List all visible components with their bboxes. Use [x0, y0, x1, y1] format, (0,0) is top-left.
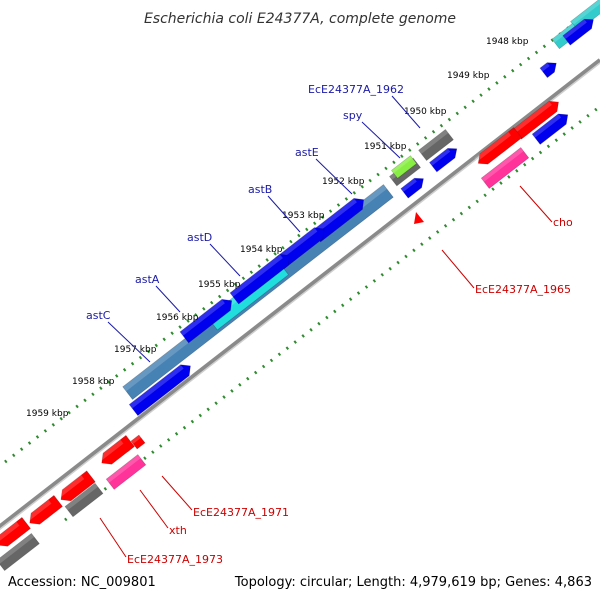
ruler-label: 1957 kbp	[114, 345, 157, 355]
cds-red-lower-4	[0, 517, 31, 547]
leader-line	[361, 121, 401, 159]
cds-red-lower-2	[56, 470, 96, 502]
ruler-label: 1956 kbp	[156, 313, 199, 323]
ruler-label: 1954 kbp	[240, 245, 283, 255]
outer-tick-track	[4, 3, 599, 464]
cds-blue-astD	[229, 253, 290, 305]
inner-tick-track	[64, 106, 599, 522]
leader-line	[155, 285, 181, 313]
accession-text: Accession: NC_009801	[8, 575, 156, 590]
cds-green-spy	[391, 155, 417, 179]
leader-line	[99, 517, 127, 558]
topology-summary-text: Topology: circular; Length: 4,979,619 bp…	[234, 575, 592, 590]
cds-blue-astA	[179, 299, 233, 344]
ruler-label: 1948 kbp	[486, 37, 529, 47]
leader-line	[441, 249, 475, 289]
leader-line	[519, 185, 553, 223]
cds-blue-astC	[128, 364, 191, 417]
cds-red-right-2	[474, 127, 523, 165]
cds-red-1965-marker	[414, 212, 424, 224]
cds-blue-spy	[400, 177, 424, 199]
gene-label: astB	[248, 183, 272, 196]
cds-pink-cho	[480, 147, 530, 189]
map-title: Escherichia coli E24377A, complete genom…	[144, 11, 456, 27]
gene-label: astC	[86, 309, 111, 322]
gene-label: spy	[343, 109, 363, 122]
ruler-label: 1955 kbp	[198, 280, 241, 290]
leader-line	[209, 243, 241, 277]
cds-blue-1962	[429, 148, 458, 173]
gene-label: EcE24377A_1971	[193, 506, 289, 519]
ruler-label: 1952 kbp	[322, 177, 365, 187]
leader-line	[391, 95, 421, 129]
cds-gray-1962	[418, 129, 454, 161]
cds-red-lower-small	[130, 434, 146, 450]
feature-track	[0, 0, 600, 572]
gene-label: astA	[135, 273, 160, 286]
gene-label: astE	[295, 146, 319, 159]
leader-line	[107, 321, 151, 363]
cds-red-lower-1	[97, 435, 135, 465]
gene-label: EcE24377A_1962	[308, 83, 404, 96]
cds-blue-top-2	[539, 62, 557, 79]
leader-line	[139, 489, 169, 529]
ruler-label: 1951 kbp	[364, 142, 407, 152]
cds-red-lower-3	[25, 495, 63, 525]
ruler-label: 1953 kbp	[282, 211, 325, 221]
ruler-label: 1949 kbp	[447, 71, 490, 81]
ruler-label: 1959 kbp	[26, 409, 69, 419]
cds-pink-xth	[105, 454, 147, 490]
cds-gray-1973	[0, 532, 40, 572]
cds-blue-right-1	[531, 113, 569, 145]
ruler-label: 1950 kbp	[404, 107, 447, 117]
ruler: 1948 kbp 1949 kbp 1950 kbp 1951 kbp 1952 kbp…	[26, 37, 529, 419]
gene-label: cho	[553, 216, 573, 229]
tick-tracks	[4, 3, 599, 522]
genome-backbone	[0, 58, 600, 529]
gene-label: xth	[169, 524, 187, 537]
gene-label: astD	[187, 231, 212, 244]
gene-label: EcE24377A_1973	[127, 553, 223, 566]
leader-line	[267, 195, 301, 233]
gene-label: EcE24377A_1965	[475, 283, 571, 296]
leader-line	[161, 475, 193, 511]
ruler-label: 1958 kbp	[72, 377, 115, 387]
cds-gray-1971	[64, 482, 104, 518]
cds-blue-top-1	[562, 18, 594, 46]
leader-line	[315, 158, 353, 195]
